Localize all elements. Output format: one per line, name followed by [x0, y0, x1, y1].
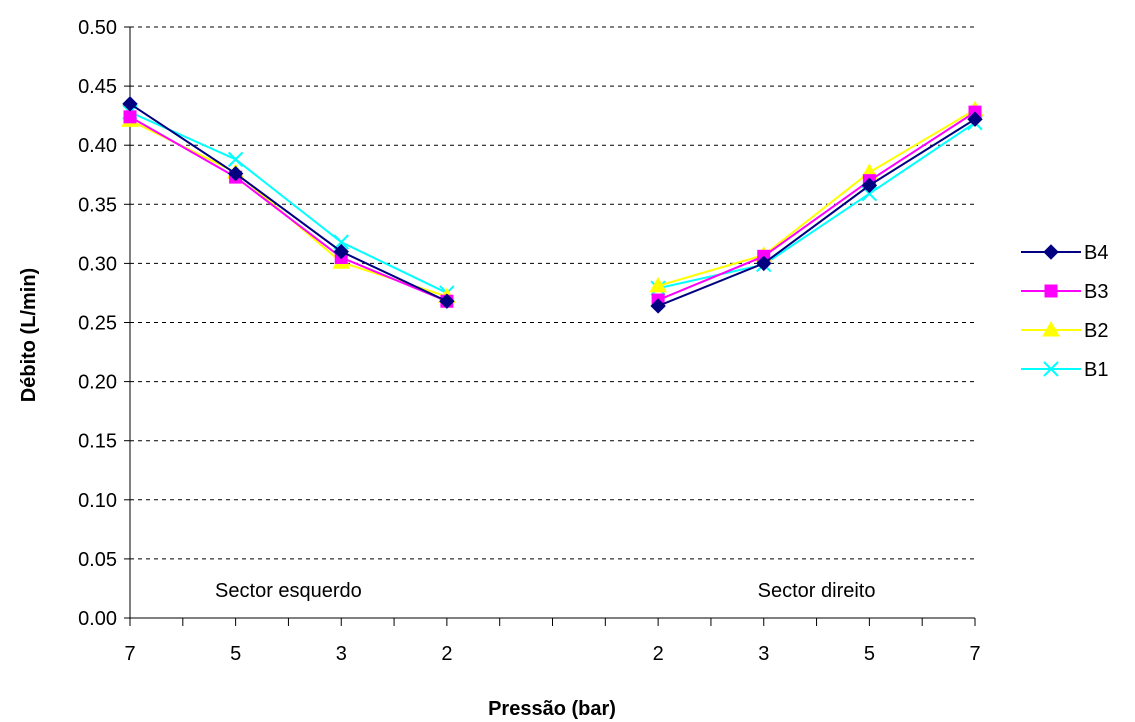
series-line-b4	[129, 102, 448, 303]
y-tick-label: 0.00	[78, 608, 117, 630]
series-line-b1	[129, 111, 448, 294]
legend-label: B4	[1084, 242, 1108, 264]
sector-annotation: Sector esquerdo	[215, 580, 362, 602]
marker-b4	[122, 96, 138, 112]
sector-annotation: Sector direito	[758, 580, 876, 602]
x-tick-label: 7	[124, 643, 135, 665]
legend-item-b2: B2	[1021, 320, 1108, 342]
series-line-b2	[657, 108, 976, 287]
marker-stroke	[1043, 361, 1059, 377]
marker-b1	[227, 151, 244, 168]
marker-b4	[1043, 244, 1059, 260]
legend-item-b3: B3	[1021, 281, 1108, 303]
y-tick-label: 0.10	[78, 490, 117, 512]
y-tick-label: 0.05	[78, 549, 117, 571]
marker-b1	[1043, 361, 1059, 377]
x-tick-label: 7	[969, 643, 980, 665]
marker-b4	[227, 165, 244, 182]
x-tick-labels: 7 5 3 2 2 3 5 7	[124, 643, 980, 665]
series-group	[121, 96, 984, 314]
legend: B4 B3 B2 B1	[1021, 242, 1108, 381]
x-tick-label: 5	[230, 643, 241, 665]
legend-label: B1	[1084, 359, 1108, 381]
y-tick-label: 0.30	[78, 253, 117, 275]
y-tick-label: 0.25	[78, 313, 117, 335]
marker-b4	[650, 298, 666, 314]
x-axis-title: Pressão (bar)	[488, 698, 616, 720]
marker-b1	[333, 234, 349, 250]
y-tick-label: 0.20	[78, 372, 117, 394]
series-line-b3	[129, 115, 448, 303]
series-line-b3	[657, 111, 976, 301]
marker-b4	[333, 243, 349, 260]
series-b2	[121, 100, 984, 303]
legend-label: B2	[1084, 320, 1108, 342]
marker-b3	[1044, 284, 1058, 298]
series-line-b4	[657, 118, 976, 307]
x-tick-label: 2	[653, 643, 664, 665]
marker-stroke	[227, 151, 244, 168]
x-tick-label: 5	[864, 643, 875, 665]
y-tick-labels: 0.00 0.05 0.10 0.15 0.20 0.25 0.30 0.35 0.40 0.45…	[78, 17, 117, 630]
marker-b2	[1042, 320, 1060, 337]
x-tick-label: 2	[441, 643, 452, 665]
axes	[124, 26, 976, 626]
series-b3	[123, 105, 982, 308]
x-tick-label: 3	[758, 643, 769, 665]
y-axis-title: Débito (L/min)	[18, 268, 40, 402]
y-tick-label: 0.50	[78, 17, 117, 39]
marker-b4	[861, 177, 878, 194]
y-tick-label: 0.15	[78, 431, 117, 453]
series-b1	[122, 104, 983, 301]
x-tick-label: 3	[336, 643, 347, 665]
marker-stroke	[861, 185, 878, 202]
marker-b4	[967, 111, 983, 127]
y-tick-label: 0.45	[78, 76, 117, 98]
annotations: Sector esquerdo Sector direito	[215, 580, 875, 602]
gridlines	[130, 26, 975, 560]
legend-item-b1: B1	[1021, 359, 1108, 381]
marker-b4	[439, 293, 455, 309]
marker-b3	[123, 110, 137, 124]
marker-stroke	[333, 234, 349, 250]
legend-label: B3	[1084, 281, 1108, 303]
series-line-b1	[657, 121, 976, 290]
legend-item-b4: B4	[1021, 242, 1108, 264]
y-tick-label: 0.40	[78, 135, 117, 157]
marker-b2	[649, 276, 667, 293]
series-b4	[122, 96, 983, 314]
y-tick-label: 0.35	[78, 194, 117, 216]
marker-b4	[756, 255, 772, 272]
